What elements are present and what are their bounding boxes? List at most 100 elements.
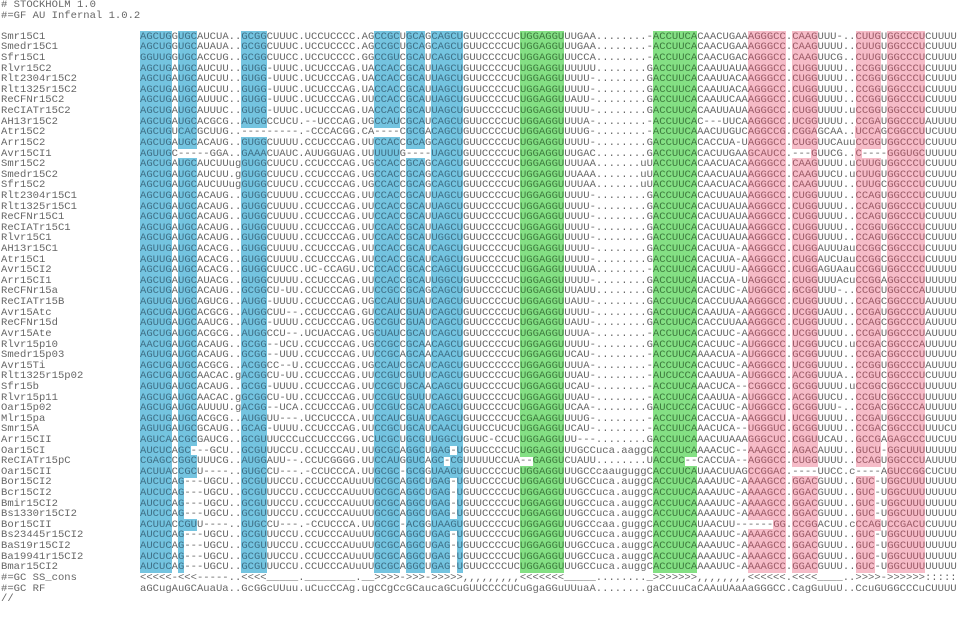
alignment-segment: CUGGUUUU	[792, 94, 843, 107]
alignment-segment: UU---	[564, 434, 596, 446]
alignment-segment: UGGAGGU	[519, 550, 565, 563]
helix-residues: CUUG	[855, 158, 881, 171]
residues: ..	[228, 444, 242, 457]
helix-residues: ACCUUCA	[652, 30, 698, 43]
alignment-segment: .	[786, 508, 792, 520]
residues: A	[399, 349, 406, 362]
helix-residues: GGC	[405, 497, 425, 510]
residues: A	[171, 243, 178, 256]
helix-residues: GUGG	[241, 105, 267, 118]
helix-residues: U	[456, 444, 464, 457]
alignment-segment: GUGG-UUUC	[241, 73, 298, 86]
alignment-segment: UUGCGC-GCGGUAAGU	[362, 465, 463, 478]
alignment-segment: .	[786, 529, 792, 541]
residues: CCUCCCAG	[304, 380, 356, 393]
helix-residues: U	[456, 561, 464, 574]
helix-residues: CAGCU	[431, 359, 463, 372]
residues: .	[785, 349, 793, 362]
helix-residues: UGGAGGU	[519, 487, 565, 500]
residues: U	[424, 529, 432, 542]
residues: A	[171, 317, 178, 330]
residues: CCUCCCAG	[304, 243, 356, 256]
alignment-segment: .	[786, 370, 792, 382]
residues: CUUUU	[266, 253, 299, 266]
residues: .g	[228, 168, 242, 181]
sequence-row: Rlt1325r15C2 AGCUGAUGCAUCUU..GUGG-UUUC.UC…	[1, 83, 957, 96]
alignment-segment: AGCUGAUGCACGCG	[140, 412, 229, 425]
residues: C	[399, 253, 406, 266]
residues: ..	[842, 476, 856, 489]
residues: A	[399, 540, 406, 553]
residues: U	[424, 232, 432, 245]
residues: A	[171, 359, 178, 372]
residues: ..	[842, 52, 856, 65]
alignment-segment: UGCCACCGCAGCAGCU	[362, 158, 463, 171]
residues: uca.augg	[595, 529, 647, 542]
residues: --UCU	[266, 338, 299, 351]
helix-residues: CAGCU	[431, 370, 463, 383]
alignment-segment: GUUCCCCUC	[463, 498, 520, 510]
helix-residues: CUGG	[792, 94, 818, 107]
residues: ........	[595, 232, 647, 245]
alignment-segment: <<<<<<<	[520, 572, 564, 584]
alignment-segment: UGGGCC	[747, 402, 786, 415]
alignment-segment: .	[298, 222, 304, 234]
alignment-segment: CUUGUGGCCCUCUUUU	[855, 41, 957, 54]
alignment-segment: UUGCGCAGGCUGAG-U	[362, 497, 464, 510]
helix-residues: AGAC	[792, 444, 818, 457]
helix-residues: GUC	[855, 540, 875, 553]
sequence-row: Rlvr15C1 AGCUGAUGCACAUG..GUGGCUUUU.CCUCCC…	[1, 232, 957, 245]
alignment-segment: CACCUUCA	[647, 497, 698, 510]
residues: UU	[361, 243, 375, 256]
residues: -	[450, 444, 457, 457]
sequence-alignment: AGCUGAUGCACAUG..GUGGCUUUU.CCUCCCAG.UUCCA…	[140, 200, 957, 213]
residues: UUCG	[817, 147, 843, 160]
alignment-segment: -ACCUUCA	[647, 423, 698, 436]
alignment-segment: UUUU-	[564, 84, 596, 96]
residues: CAAUUCAA	[697, 94, 748, 107]
alignment-segment: .	[786, 275, 792, 287]
helix-residues: GUGC	[241, 518, 267, 531]
alignment-segment: UACCUUCA	[647, 158, 698, 171]
alignment-segment: GACCUUCA	[647, 243, 698, 256]
residues: -U	[874, 529, 888, 542]
residues: A	[171, 444, 178, 457]
residues: CUU--	[266, 306, 299, 319]
residues: .	[355, 41, 362, 54]
alignment-segment: ..	[229, 434, 242, 446]
residues: GUUU	[817, 540, 843, 553]
residues: CAAUUACA	[697, 73, 748, 86]
residues: GUUCCCCUC	[462, 296, 520, 309]
residues: .	[298, 550, 305, 563]
helix-residues: UGGAGGU	[519, 158, 565, 171]
residues: AUCUU	[197, 73, 229, 86]
residues: U	[424, 115, 432, 128]
header-format: # STOCKHOLM 1.0	[1, 0, 96, 11]
residues: ..	[228, 412, 242, 425]
helix-residues: UGGAGGU	[519, 380, 565, 393]
alignment-segment: GUUCCCCUC	[463, 264, 520, 276]
helix-residues: CAAG	[792, 179, 818, 192]
helix-residues: GUGC	[241, 465, 267, 478]
residues: UUCCU	[266, 561, 299, 574]
residues: UUCCU	[266, 540, 299, 553]
alignment-segment: AAAGCC	[747, 444, 786, 457]
helix-residues: ACCUUCA	[652, 83, 698, 96]
residues: CUUUU	[925, 105, 957, 118]
helix-residues: GCA	[405, 359, 425, 372]
helix-residues: CCGC	[374, 423, 400, 436]
helix-residues: UGGAGGU	[519, 508, 565, 521]
alignment-segment: ..	[843, 94, 856, 106]
residues: ........	[595, 359, 647, 372]
residues: CACUUAUA	[697, 232, 748, 245]
alignment-segment: GCGUUUCCU	[241, 476, 298, 489]
sequence-alignment: AUCUCAG---UGCU..GCGUUUCCU.CCUCCCAUuUUGCG…	[140, 561, 957, 574]
alignment-segment: ........	[596, 583, 647, 595]
alignment-segment: UUGCC	[564, 519, 596, 531]
residues: CCUCCCAU	[304, 497, 356, 510]
alignment-segment: AAAUUC-A	[697, 561, 748, 573]
alignment-segment: GACCUUCA	[647, 136, 698, 149]
residues: UU	[361, 518, 375, 531]
helix-residues: GGCCCU	[887, 423, 926, 436]
sequence-row: Mlr15pa AGCUGAUGCACGCG..AUGGUU---.UCCUCCC…	[1, 412, 957, 425]
